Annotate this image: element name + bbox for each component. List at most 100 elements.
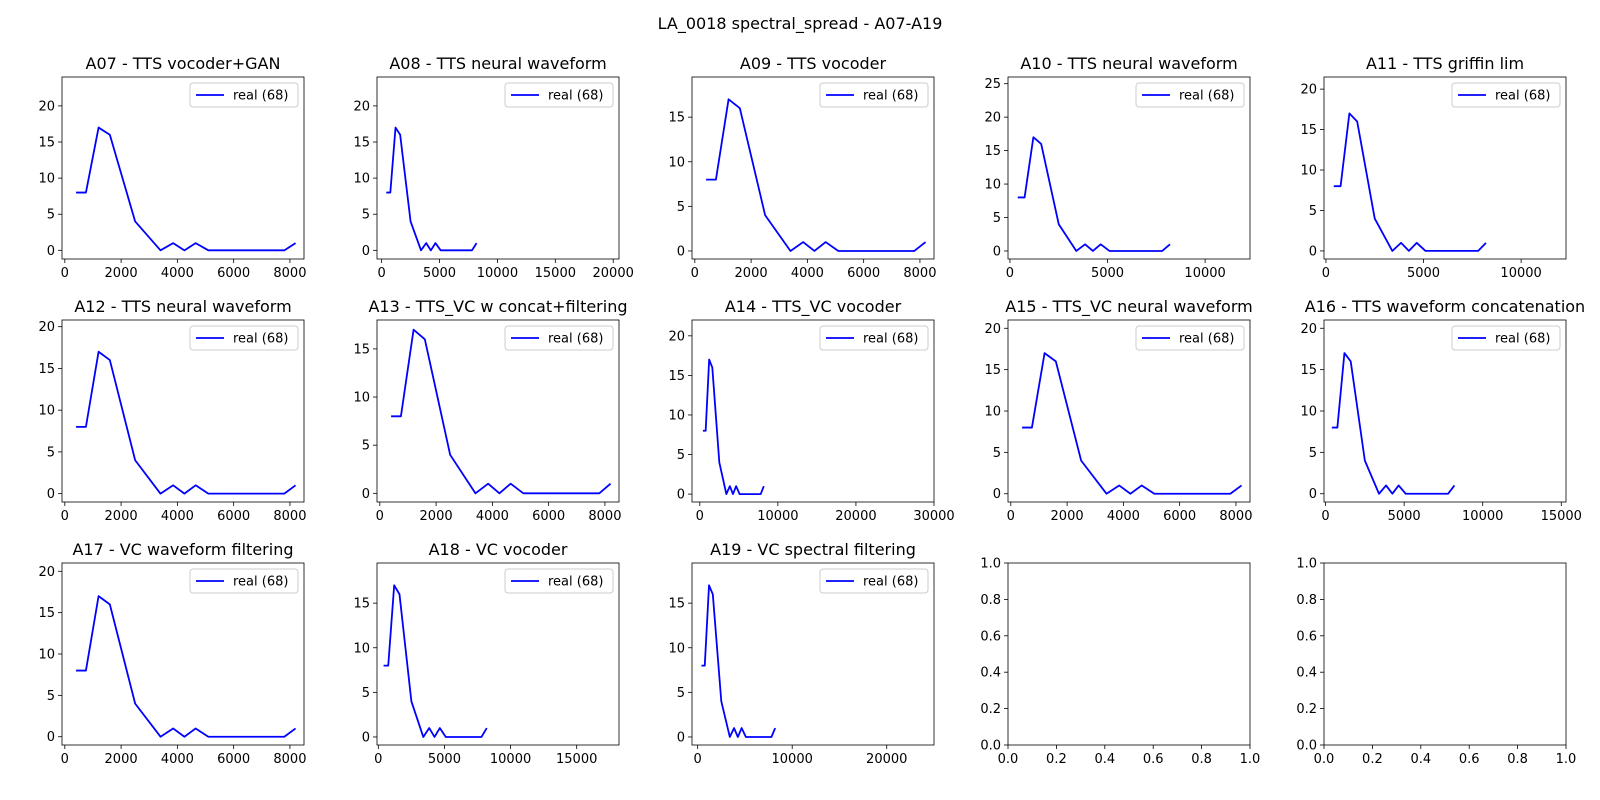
legend-label: real (68) (548, 575, 603, 590)
legend-label: real (68) (1495, 89, 1550, 104)
subplot-title: A13 - TTS_VC w concat+filtering (368, 297, 627, 317)
y-tick-label: 15 (668, 111, 685, 126)
y-tick-label: 20 (38, 320, 55, 335)
y-tick-label: 0.2 (980, 702, 1001, 717)
subplot-title: A14 - TTS_VC vocoder (725, 297, 902, 317)
y-tick-label: 15 (38, 136, 55, 151)
x-tick-label: 0.8 (1191, 752, 1212, 767)
y-tick-label: 0 (362, 244, 370, 259)
x-tick-label: 4000 (161, 509, 194, 524)
subplot-title: A09 - TTS vocoder (740, 54, 887, 73)
legend-label: real (68) (548, 89, 603, 104)
series-line (702, 358, 765, 495)
y-tick-label: 5 (677, 200, 685, 215)
axes-frame (1007, 562, 1251, 746)
y-tick-label: 0 (362, 487, 370, 502)
y-tick-label: 20 (38, 565, 55, 580)
subplot-title: A11 - TTS griffin lim (1366, 54, 1524, 73)
y-tick-label: 15 (1300, 123, 1317, 138)
y-tick-label: 0 (993, 487, 1001, 502)
y-tick-label: 0.6 (1296, 629, 1317, 644)
x-tick-label: 0 (376, 509, 384, 524)
axes-frame (691, 562, 935, 746)
y-tick-label: 0 (362, 730, 370, 745)
x-tick-label: 2000 (420, 509, 453, 524)
legend: real (68) (504, 82, 614, 108)
y-tick-label: 20 (1300, 322, 1317, 337)
y-tick-label: 10 (668, 155, 685, 170)
y-tick-label: 0 (677, 244, 685, 259)
y-tick-label: 10 (353, 172, 370, 187)
legend-label: real (68) (233, 575, 288, 590)
y-tick-label: 15 (353, 597, 370, 612)
x-tick-label: 0 (1322, 266, 1330, 281)
y-tick-label: 0.0 (1296, 739, 1317, 754)
axes-frame (1007, 319, 1251, 503)
series-line (1331, 352, 1456, 495)
legend-label: real (68) (1179, 332, 1234, 347)
y-tick-label: 20 (353, 99, 370, 114)
legend: real (68) (189, 82, 299, 108)
axes-frame (1323, 76, 1567, 260)
x-tick-label: 2000 (105, 752, 138, 767)
x-tick-label: 20000 (866, 752, 907, 767)
y-tick-label: 10 (38, 172, 55, 187)
x-tick-label: 0.4 (1410, 752, 1431, 767)
x-tick-label: 2000 (105, 266, 138, 281)
y-tick-label: 20 (1300, 83, 1317, 98)
x-tick-label: 5000 (1388, 509, 1421, 524)
y-tick-label: 15 (984, 144, 1001, 159)
x-tick-label: 8000 (273, 752, 306, 767)
x-tick-label: 4000 (476, 509, 509, 524)
y-tick-label: 5 (993, 446, 1001, 461)
x-tick-label: 15000 (1541, 509, 1582, 524)
x-tick-label: 0 (374, 752, 382, 767)
x-tick-label: 0.6 (1143, 752, 1164, 767)
x-tick-label: 6000 (217, 752, 250, 767)
y-tick-label: 10 (1300, 405, 1317, 420)
subplot-a14: A14 - TTS_VC vocoder 0 10000 20000 30000 0 5 10… (668, 297, 954, 524)
x-tick-label: 10000 (757, 509, 798, 524)
x-tick-label: 4000 (1107, 509, 1140, 524)
y-tick-label: 0 (47, 244, 55, 259)
y-tick-label: 5 (47, 689, 55, 704)
x-tick-label: 20000 (835, 509, 876, 524)
series-line (706, 98, 927, 252)
y-tick-label: 10 (38, 648, 55, 663)
legend-label: real (68) (863, 89, 918, 104)
x-tick-label: 20000 (593, 266, 634, 281)
y-tick-label: 20 (668, 329, 685, 344)
x-tick-label: 0 (61, 752, 69, 767)
x-tick-label: 5000 (428, 752, 461, 767)
subplot-a08: A08 - TTS neural waveform 0 5000 10000 15000… (353, 54, 633, 281)
y-tick-label: 5 (362, 439, 370, 454)
legend: real (68) (819, 82, 929, 108)
y-tick-label: 20 (38, 99, 55, 114)
y-tick-label: 0.8 (980, 593, 1001, 608)
y-tick-label: 10 (1300, 164, 1317, 179)
x-tick-label: 0 (61, 266, 69, 281)
x-tick-label: 0 (377, 266, 385, 281)
legend-label: real (68) (548, 332, 603, 347)
x-tick-label: 1.0 (1556, 752, 1577, 767)
series-line (391, 328, 612, 495)
legend-box (189, 325, 299, 351)
y-tick-label: 10 (668, 641, 685, 656)
legend-label: real (68) (863, 332, 918, 347)
y-tick-label: 5 (47, 208, 55, 223)
x-tick-label: 2000 (105, 509, 138, 524)
series-line (76, 595, 297, 738)
x-tick-label: 5000 (1091, 266, 1124, 281)
axes-frame (376, 76, 620, 260)
y-tick-label: 5 (47, 445, 55, 460)
y-tick-label: 15 (1300, 363, 1317, 378)
series-line (383, 584, 488, 738)
x-tick-label: 4000 (161, 752, 194, 767)
x-tick-label: 2000 (735, 266, 768, 281)
y-tick-label: 0.0 (980, 739, 1001, 754)
y-tick-label: 5 (993, 211, 1001, 226)
legend: real (68) (1451, 82, 1561, 108)
y-tick-label: 0.4 (1296, 666, 1317, 681)
subplot-title: A15 - TTS_VC neural waveform (1005, 297, 1252, 317)
